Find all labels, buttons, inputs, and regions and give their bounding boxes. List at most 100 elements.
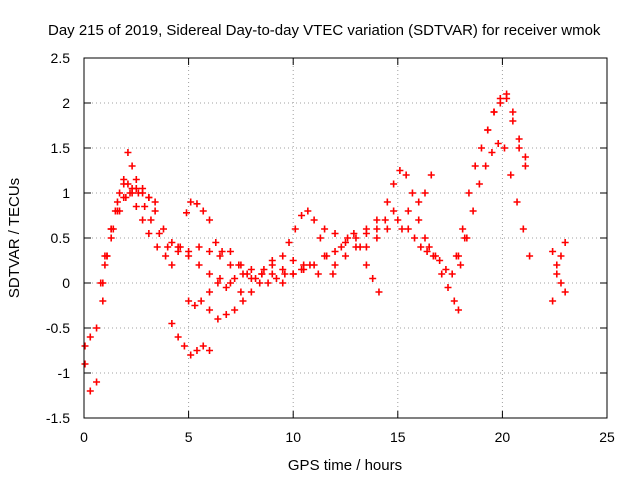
data-point (477, 144, 485, 152)
data-point (214, 279, 222, 287)
data-point (549, 297, 557, 305)
data-point (362, 261, 370, 269)
data-point (465, 189, 473, 197)
data-point (306, 261, 314, 269)
data-point (373, 225, 381, 233)
data-point (239, 297, 247, 305)
data-point (199, 342, 207, 350)
data-point (128, 162, 136, 170)
data-point (553, 261, 561, 269)
data-point (402, 171, 410, 179)
data-point (404, 207, 412, 215)
data-point (81, 360, 89, 368)
data-point (132, 176, 140, 183)
data-point (344, 234, 352, 242)
data-point (212, 239, 220, 246)
data-point (222, 311, 230, 318)
data-point (500, 144, 508, 152)
data-point (139, 185, 147, 192)
data-point (331, 230, 339, 237)
data-point (469, 207, 477, 215)
series-track-18 (457, 140, 534, 269)
series-track-4 (101, 189, 176, 269)
data-point (86, 387, 94, 395)
data-point (86, 333, 94, 341)
y-tick-label: 1.5 (51, 140, 71, 156)
data-point (247, 288, 255, 296)
y-tick-label: -0.5 (46, 320, 70, 336)
series-track-15 (404, 225, 469, 278)
data-point (381, 216, 389, 224)
data-point (226, 248, 234, 255)
data-point (331, 248, 339, 255)
data-point (475, 180, 483, 188)
data-point (107, 234, 115, 242)
data-point (471, 162, 479, 170)
series-track-12 (321, 207, 406, 246)
y-tick-label: -1.5 (46, 410, 70, 426)
data-point (237, 288, 245, 296)
data-point (509, 117, 517, 125)
data-point (231, 306, 239, 314)
data-point (247, 275, 255, 282)
data-point (195, 243, 203, 251)
data-point (206, 248, 214, 255)
data-point (452, 252, 460, 260)
series-track-9 (206, 261, 322, 323)
x-tick-label: 15 (390, 429, 406, 445)
data-point (99, 279, 107, 287)
data-point (174, 243, 182, 251)
data-point (515, 144, 523, 152)
data-point (415, 216, 423, 224)
data-point (509, 108, 517, 116)
data-point (272, 275, 280, 282)
data-point (444, 284, 452, 291)
data-point (151, 207, 159, 215)
data-point (515, 135, 523, 143)
data-point (436, 257, 444, 264)
data-point (417, 243, 425, 251)
data-point (153, 243, 161, 251)
data-point (457, 261, 465, 269)
data-point (454, 306, 462, 314)
data-point (362, 243, 370, 251)
y-axis-label: SDTVAR / TECUs (6, 178, 23, 298)
data-point (185, 248, 193, 255)
y-tick-label: -1 (58, 365, 71, 381)
data-point (128, 185, 136, 192)
data-point (404, 225, 412, 233)
data-point (310, 216, 318, 224)
data-point (513, 198, 521, 206)
data-point (124, 149, 132, 156)
data-point (390, 207, 398, 215)
data-point (195, 261, 203, 269)
y-tick-label: 2.5 (51, 50, 71, 66)
data-point (134, 189, 142, 197)
data-point (423, 248, 431, 255)
data-point (362, 225, 370, 233)
data-point (180, 342, 188, 350)
series-track-14 (362, 171, 435, 251)
data-point (206, 288, 214, 296)
data-point (120, 194, 128, 201)
x-tick-label: 0 (80, 429, 88, 445)
series-track-20 (549, 239, 569, 305)
data-point (145, 230, 153, 237)
data-point (421, 189, 429, 197)
data-point (323, 252, 331, 260)
data-point (304, 207, 312, 215)
data-point (174, 333, 182, 341)
data-point (193, 347, 201, 354)
data-point (482, 162, 490, 170)
data-point (101, 252, 109, 260)
data-point (239, 270, 247, 278)
data-point (421, 234, 429, 242)
data-point (193, 200, 201, 208)
data-point (187, 198, 195, 206)
series-track-5 (168, 320, 214, 359)
data-point (490, 108, 498, 116)
data-point (373, 216, 381, 224)
data-point (316, 234, 324, 242)
data-point (279, 252, 287, 260)
